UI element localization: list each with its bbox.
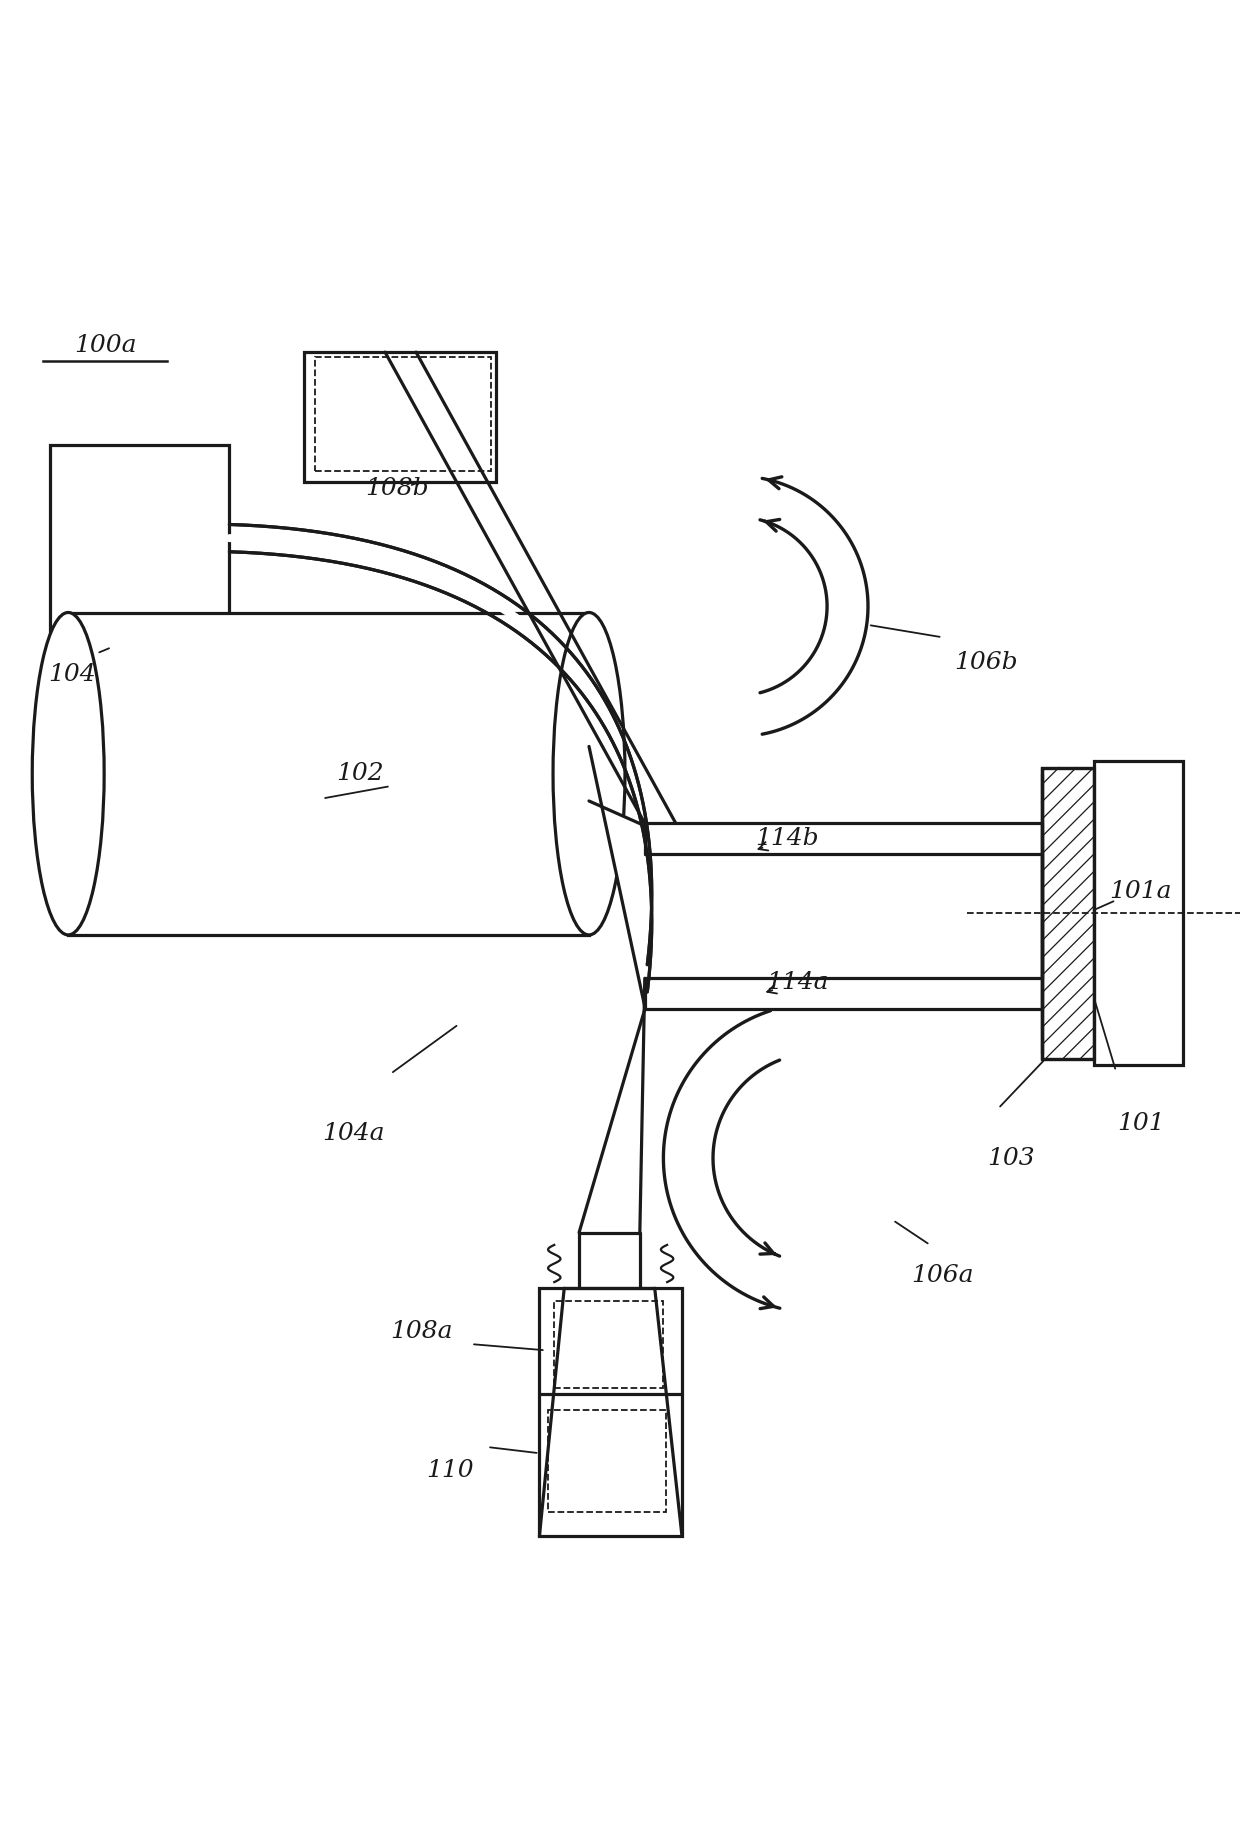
Bar bbox=[1094, 762, 1183, 1065]
Bar bbox=[539, 1288, 682, 1537]
Text: 102: 102 bbox=[336, 762, 383, 786]
Text: 101a: 101a bbox=[1110, 880, 1172, 902]
Bar bbox=[1042, 768, 1094, 1059]
Polygon shape bbox=[589, 747, 645, 1007]
Text: 104: 104 bbox=[48, 662, 95, 686]
Bar bbox=[50, 445, 229, 649]
Bar bbox=[304, 352, 496, 482]
Bar bbox=[315, 358, 491, 470]
Bar bbox=[548, 1410, 666, 1511]
Ellipse shape bbox=[553, 613, 625, 935]
Text: 108a: 108a bbox=[391, 1321, 453, 1343]
Bar bbox=[68, 613, 589, 935]
Ellipse shape bbox=[32, 613, 104, 935]
Text: 114b: 114b bbox=[755, 827, 820, 851]
Text: 106b: 106b bbox=[954, 651, 1018, 673]
Text: 101: 101 bbox=[1117, 1113, 1164, 1135]
Text: 106a: 106a bbox=[911, 1264, 973, 1288]
Bar bbox=[1042, 768, 1094, 1059]
Text: 103: 103 bbox=[987, 1146, 1034, 1170]
Text: 114a: 114a bbox=[766, 970, 828, 993]
Text: 110: 110 bbox=[427, 1459, 474, 1482]
Text: 104a: 104a bbox=[322, 1122, 384, 1144]
Text: 108b: 108b bbox=[365, 478, 429, 500]
Bar bbox=[554, 1301, 663, 1387]
Text: 100a: 100a bbox=[74, 334, 136, 358]
